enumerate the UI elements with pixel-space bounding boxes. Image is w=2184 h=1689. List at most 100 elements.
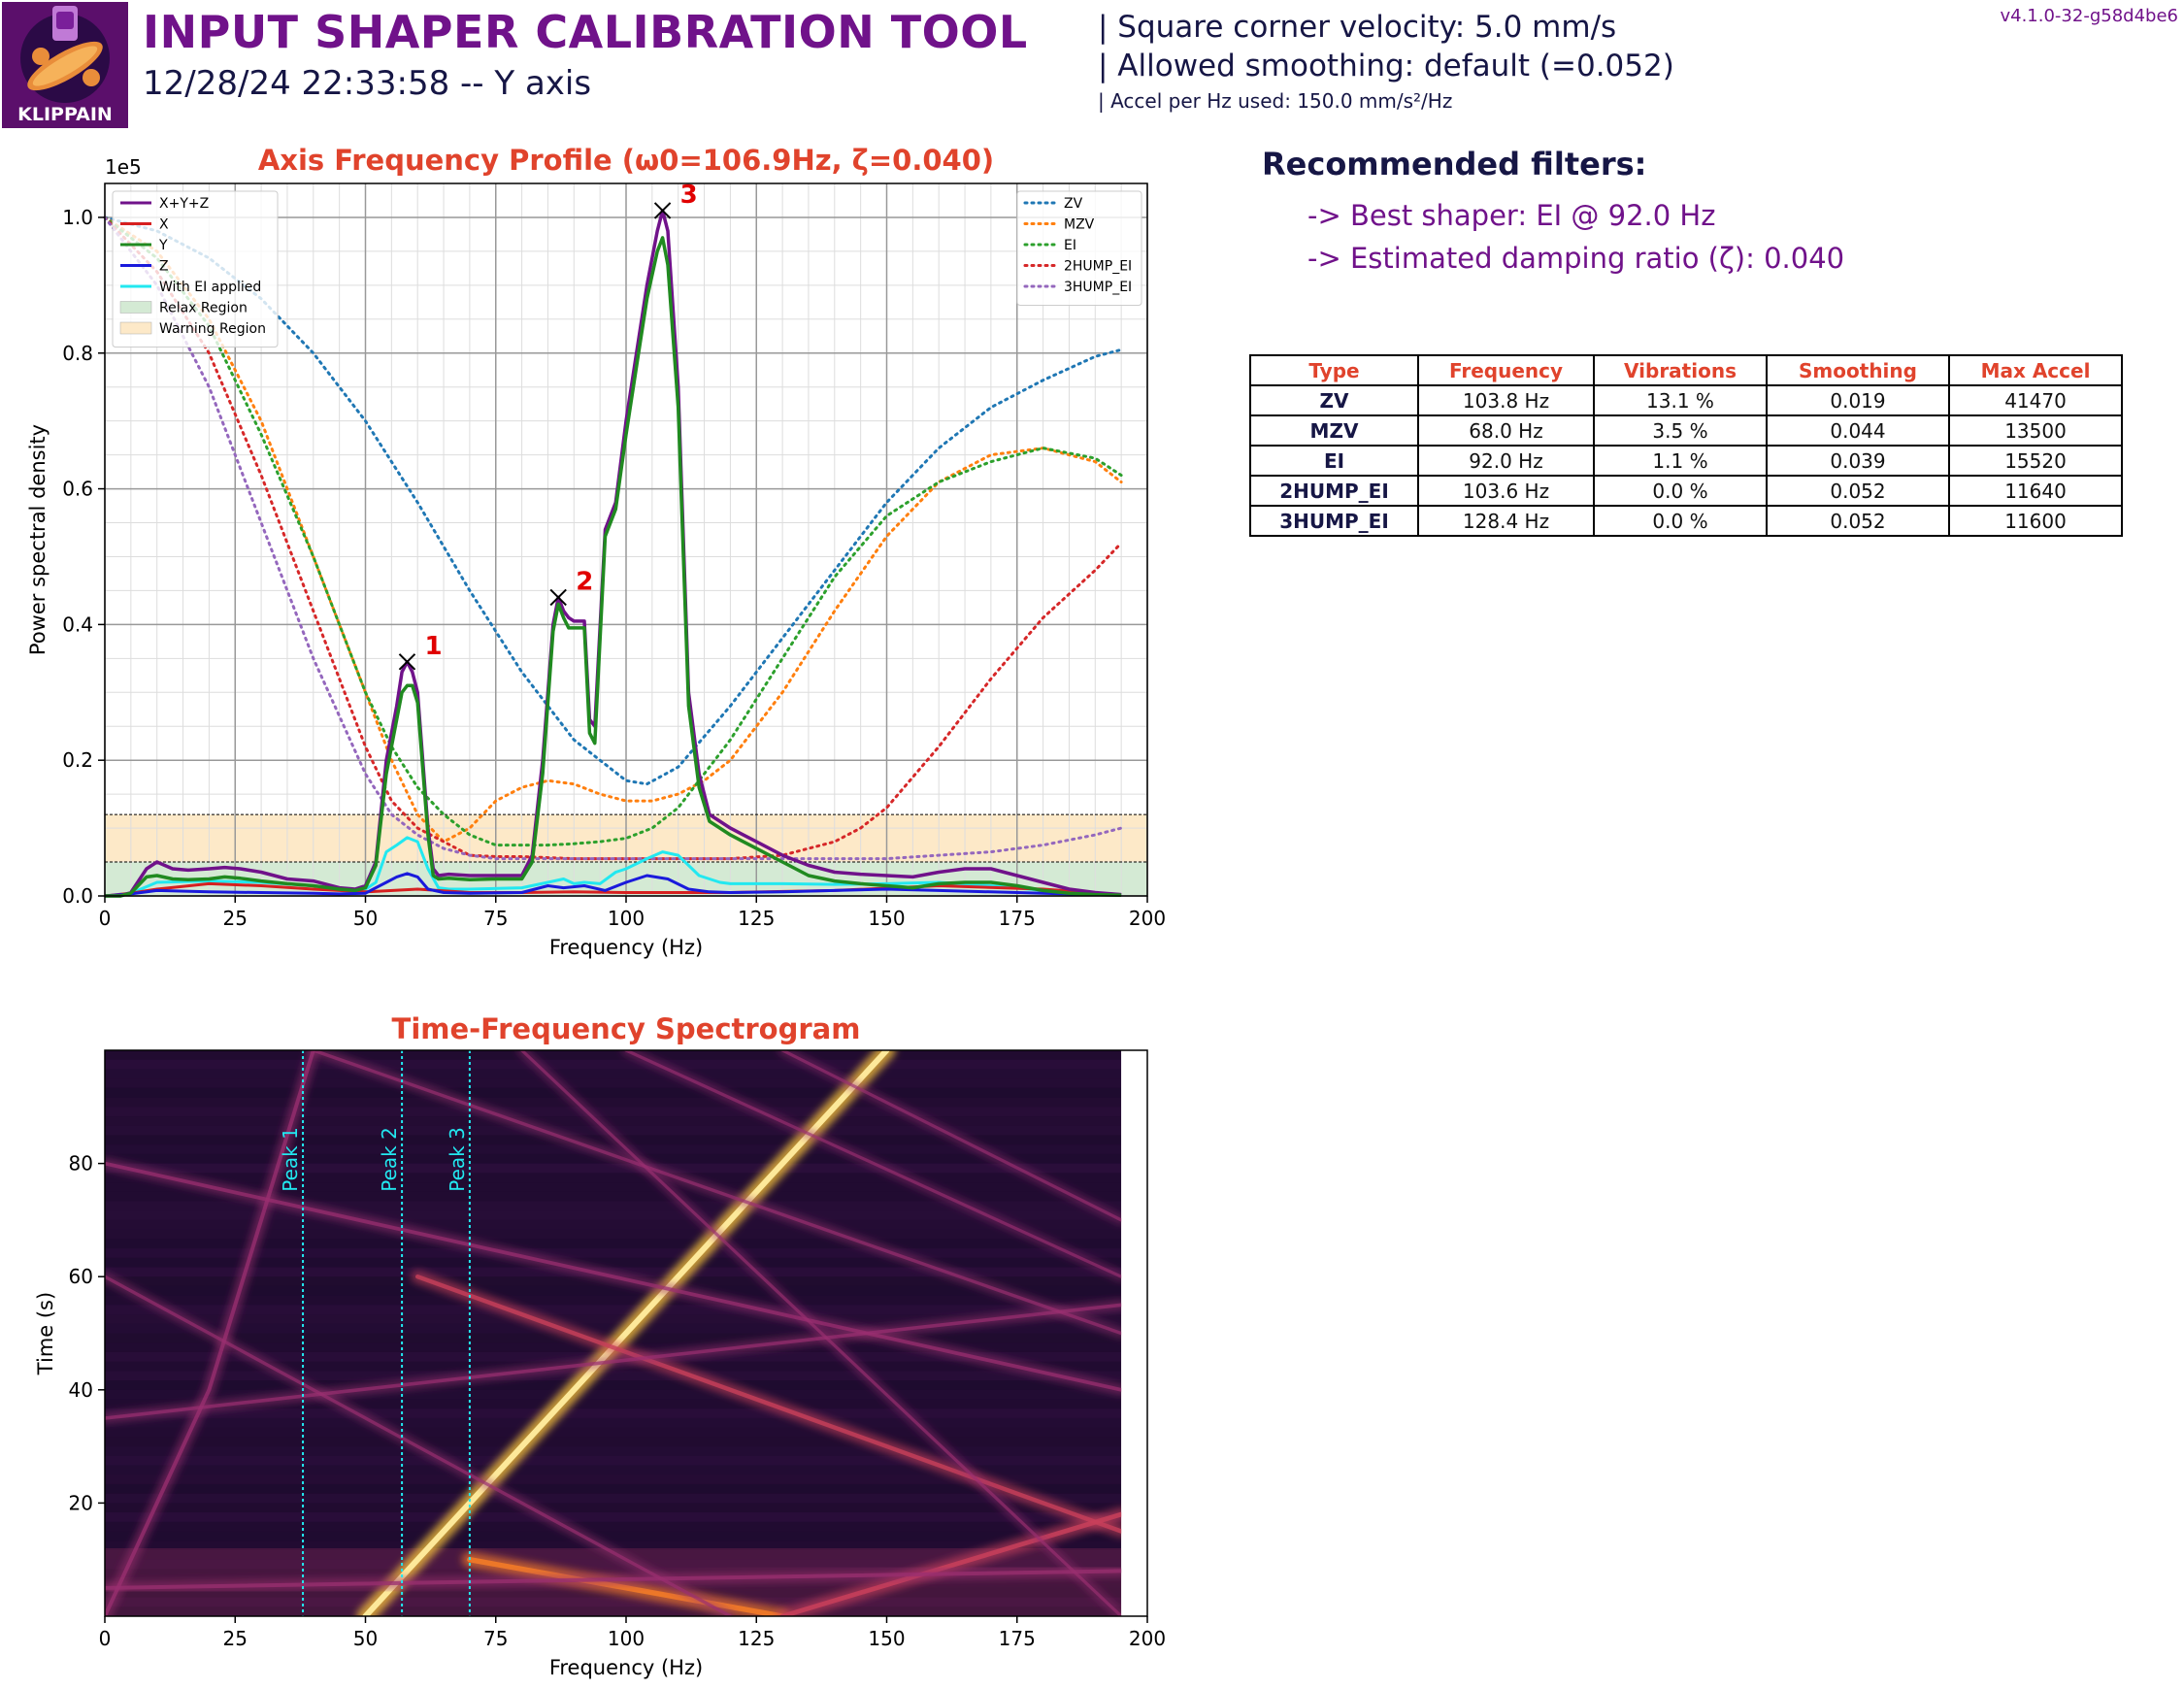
spectrogram-ridge bbox=[624, 1050, 1122, 1278]
peak-label: 1 bbox=[424, 632, 442, 661]
y-tick-label: 0.0 bbox=[62, 884, 93, 908]
table-cell-vibrations: 3.5 % bbox=[1593, 414, 1768, 447]
table-cell-frequency: 103.6 Hz bbox=[1417, 475, 1595, 507]
table-cell-smoothing: 0.019 bbox=[1766, 384, 1950, 416]
y-tick-label: 0.8 bbox=[62, 342, 93, 365]
spectrogram-noise-band bbox=[105, 1144, 1122, 1154]
table-cell-type: MZV bbox=[1249, 414, 1419, 447]
table-header-max-accel: Max Accel bbox=[1948, 354, 2123, 386]
x-tick-label: 25 bbox=[223, 1627, 248, 1650]
x-tick-label: 100 bbox=[608, 907, 645, 930]
legend-label: X bbox=[159, 217, 169, 233]
best-shaper-text: -> Best shaper: EI @ 92.0 Hz bbox=[1307, 199, 1716, 232]
logo-text: KLIPPAIN bbox=[17, 104, 113, 125]
spectrogram-noise-band bbox=[105, 1512, 1122, 1522]
spectrogram-noise-band bbox=[105, 1087, 1122, 1098]
legend-label: X+Y+Z bbox=[159, 196, 209, 212]
y-tick-label: 0.2 bbox=[62, 748, 93, 772]
spectrogram-ridge bbox=[520, 1050, 1122, 1616]
table-cell-smoothing: 0.052 bbox=[1766, 475, 1950, 507]
spectrogram-noise-band bbox=[105, 1389, 1122, 1400]
x-tick-label: 0 bbox=[99, 1627, 112, 1650]
table-cell-smoothing: 0.052 bbox=[1766, 505, 1950, 537]
axis-frequency-profile-chart: 1 2 3 0 25 50 75 100 125 150 175 200 0.0 0.2 0.4 0.6 0.8… bbox=[26, 144, 1166, 959]
page-subtitle: 12/28/24 22:33:58 -- Y axis bbox=[143, 64, 592, 103]
x-tick-label: 200 bbox=[1129, 1627, 1166, 1650]
table-cell-type: EI bbox=[1249, 445, 1419, 477]
table-row: 3HUMP_EI 128.4 Hz 0.0 % 0.052 11600 bbox=[1249, 505, 2123, 537]
spectrogram-noise-band bbox=[105, 1069, 1122, 1079]
spectrogram-ridge bbox=[105, 1303, 1122, 1420]
shaper-series-zv bbox=[103, 215, 1123, 786]
spectrogram-noise-band bbox=[105, 1210, 1122, 1220]
legend-label: 2HUMP_EI bbox=[1064, 259, 1132, 275]
legend-label: 3HUMP_EI bbox=[1064, 280, 1132, 295]
legend-patch-swatch bbox=[119, 321, 152, 335]
time-frequency-spectrogram-chart: Peak 1 Peak 2 Peak 3 0 25 50 75 100 125 150 175 200… bbox=[34, 1012, 1166, 1679]
info-square-corner-velocity: | Square corner velocity: 5.0 mm/s bbox=[1098, 10, 1617, 45]
spectrogram-noise-band bbox=[105, 1493, 1122, 1504]
spectrogram-image bbox=[105, 1050, 1122, 1616]
table-cell-smoothing: 0.044 bbox=[1766, 414, 1950, 447]
table-cell-max-accel: 41470 bbox=[1948, 384, 2123, 416]
spectrogram-noise-band bbox=[105, 1191, 1122, 1202]
spectrogram-noise-band bbox=[105, 1173, 1122, 1183]
spectrogram-noise-band bbox=[105, 1201, 1122, 1211]
table-cell-max-accel: 15520 bbox=[1948, 445, 2123, 477]
table-cell-frequency: 92.0 Hz bbox=[1417, 445, 1595, 477]
x-tick-label: 150 bbox=[868, 907, 905, 930]
table-cell-vibrations: 13.1 % bbox=[1593, 384, 1768, 416]
chart-title: Time-Frequency Spectrogram bbox=[392, 1012, 861, 1045]
table-cell-smoothing: 0.039 bbox=[1766, 445, 1950, 477]
spectrogram-noise-band bbox=[105, 1059, 1122, 1070]
spectrogram-ridge bbox=[312, 1050, 1122, 1336]
spectrogram-noise-band bbox=[105, 1314, 1122, 1324]
x-tick-label: 50 bbox=[353, 1627, 378, 1650]
legend-patch-swatch bbox=[119, 301, 152, 314]
x-axis-label: Frequency (Hz) bbox=[549, 1656, 703, 1679]
peak-marker-label: Peak 1 bbox=[279, 1127, 302, 1192]
table-cell-max-accel: 11600 bbox=[1948, 505, 2123, 537]
y-tick-label: 1.0 bbox=[62, 206, 93, 229]
filters-table: Type Frequency Vibrations Smoothing Max … bbox=[1249, 354, 2123, 537]
x-tick-label: 175 bbox=[999, 1627, 1036, 1650]
spectrogram-noise-band bbox=[105, 1097, 1122, 1108]
spectrogram-noise-band bbox=[105, 1323, 1122, 1334]
spectrogram-noise-band bbox=[105, 1503, 1122, 1513]
spectrogram-ridge bbox=[105, 1161, 1122, 1392]
spectrogram-noise-band bbox=[105, 1465, 1122, 1475]
spectrogram-noise-band bbox=[105, 1219, 1122, 1230]
spectrogram-noise-band bbox=[105, 1399, 1122, 1409]
damping-ratio-text: -> Estimated damping ratio (ζ): 0.040 bbox=[1307, 242, 1845, 275]
legend-label: Relax Region bbox=[159, 301, 248, 316]
y-tick-label: 0.6 bbox=[62, 478, 93, 501]
x-tick-label: 150 bbox=[868, 1627, 905, 1650]
table-cell-type: ZV bbox=[1249, 384, 1419, 416]
table-cell-frequency: 103.8 Hz bbox=[1417, 384, 1595, 416]
spectrogram-noise-band bbox=[105, 1380, 1122, 1390]
spectrogram-noise-band bbox=[105, 1446, 1122, 1456]
spectrogram-noise-band bbox=[105, 1239, 1122, 1249]
y-tick-label: 80 bbox=[69, 1152, 93, 1176]
table-cell-frequency: 128.4 Hz bbox=[1417, 505, 1595, 537]
peak-label: 2 bbox=[576, 567, 593, 596]
shaper-series-3hump_ei bbox=[103, 215, 1123, 861]
spectrogram-ridge bbox=[780, 1050, 1122, 1222]
table-cell-max-accel: 13500 bbox=[1948, 414, 2123, 447]
y-axis-label: Power spectral density bbox=[26, 424, 50, 655]
spectrogram-noise-band bbox=[105, 1455, 1122, 1466]
peak-label: 3 bbox=[680, 181, 698, 210]
table-row: MZV 68.0 Hz 3.5 % 0.044 13500 bbox=[1249, 414, 2123, 447]
legend-label: MZV bbox=[1064, 217, 1095, 233]
spectrogram-noise-band bbox=[105, 1606, 1122, 1616]
peak-marker-label: Peak 2 bbox=[378, 1127, 401, 1192]
y-axis-label: Time (s) bbox=[34, 1292, 57, 1375]
x-tick-label: 100 bbox=[608, 1627, 645, 1650]
spectrogram-noise-band bbox=[105, 1371, 1122, 1381]
legend-right-box bbox=[1016, 190, 1142, 306]
spectrogram-noise-band bbox=[105, 1295, 1122, 1306]
spectrogram-background bbox=[105, 1050, 1122, 1616]
spectrogram-noise-band bbox=[105, 1474, 1122, 1484]
spectrogram-noise-band bbox=[105, 1521, 1122, 1532]
chart-title: Axis Frequency Profile (ω0=106.9Hz, ζ=0.… bbox=[258, 144, 994, 177]
